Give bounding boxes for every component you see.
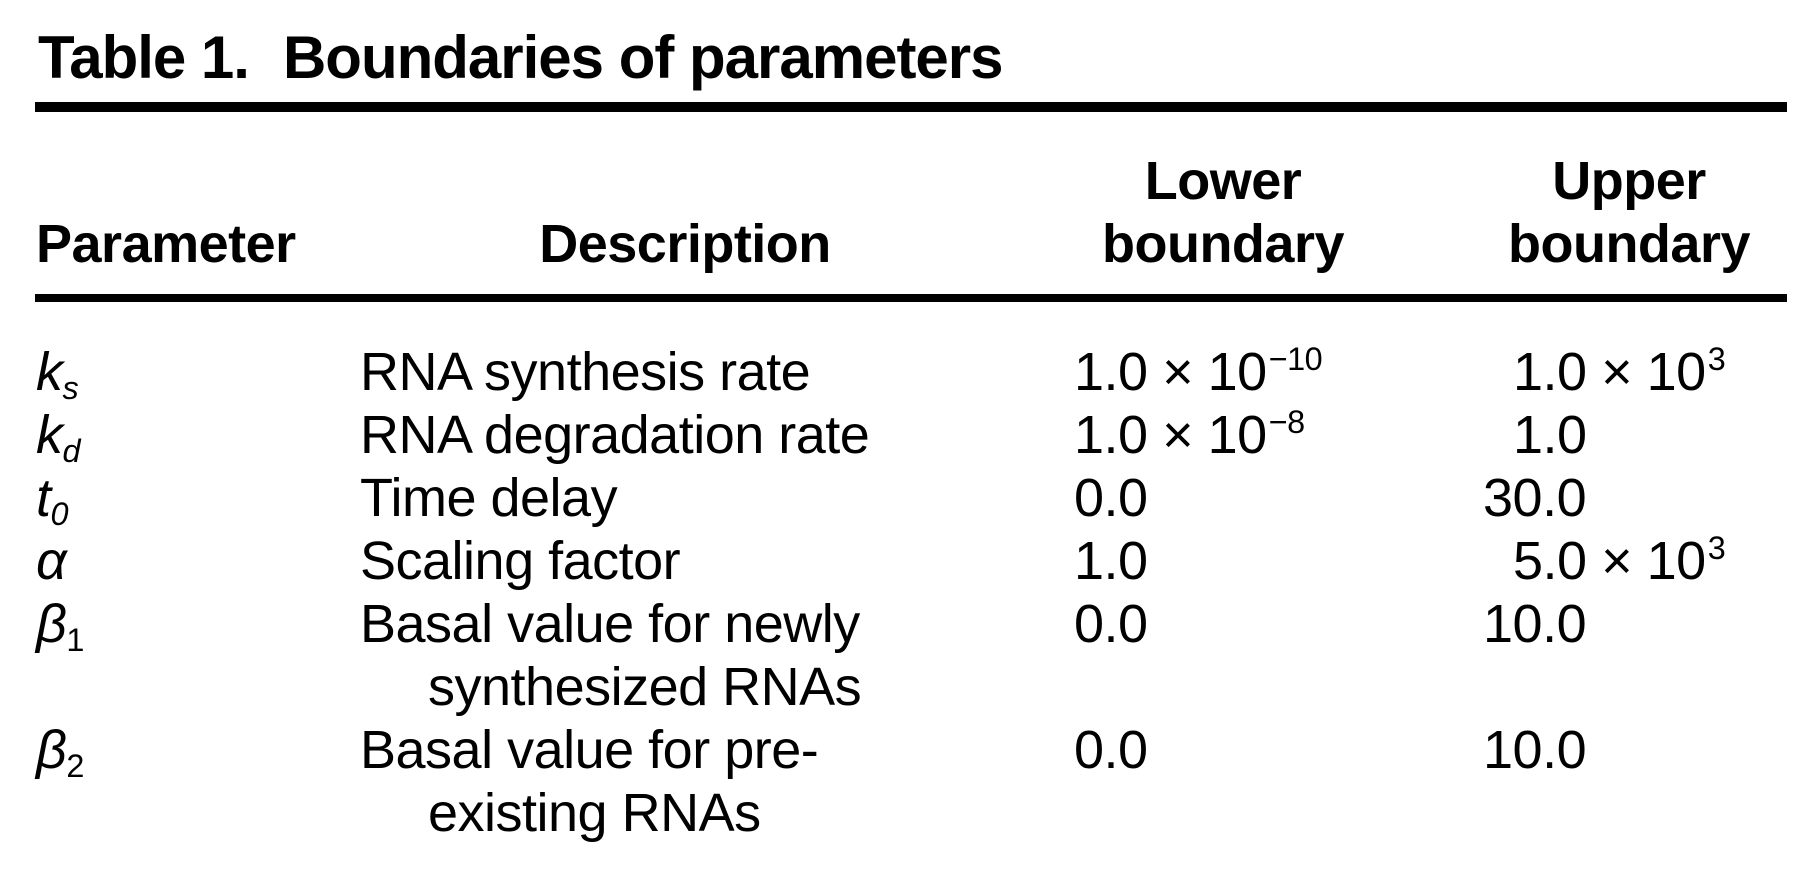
param-cell: kd: [36, 404, 360, 467]
upper-boundary-cell: 1.0 × 103: [1410, 341, 1788, 404]
description-cell: Time delay: [360, 467, 1010, 530]
lower-boundary-cell: 0.0: [1010, 593, 1410, 656]
page-title: Table 1. Boundaries of parameters: [38, 20, 1004, 96]
upper-header-line-1: Upper: [1552, 151, 1706, 211]
upper-value: 5.0 × 103: [1513, 529, 1726, 591]
upper-value: 1.0 × 103: [1513, 340, 1726, 402]
param-cell: β1: [36, 593, 360, 656]
param-symbol: α: [36, 531, 67, 591]
description-line-2: synthesized RNAs: [428, 657, 862, 717]
table-header-row: Parameter Description Lower boundary Upp…: [36, 118, 1788, 276]
param-cell: t0: [36, 467, 360, 530]
table-row: β1 Basal value for newly synthesized RNA…: [36, 593, 1788, 719]
description-cell: RNA degradation rate: [360, 404, 1010, 467]
lower-header-line-2: boundary: [1101, 214, 1345, 274]
column-header-upper-boundary: Upper boundary: [1410, 150, 1788, 276]
table-row: t0 Time delay 0.0 30.0: [36, 467, 1788, 530]
upper-header-line-2: boundary: [1507, 214, 1751, 274]
upper-boundary-cell: 10.0: [1410, 593, 1788, 656]
table-body: ks RNA synthesis rate 1.0 × 10−10 1.0 × …: [36, 341, 1788, 845]
upper-boundary-cell: 30.0: [1410, 467, 1788, 530]
lower-value: 1.0: [1074, 531, 1148, 591]
upper-boundary-cell: 1.0: [1410, 404, 1788, 467]
upper-value: 10.0: [1483, 720, 1587, 780]
upper-value: 10.0: [1483, 594, 1587, 654]
column-header-lower-boundary: Lower boundary: [1010, 150, 1410, 276]
table-row: α Scaling factor 1.0 5.0 × 103: [36, 530, 1788, 593]
lower-boundary-cell: 1.0 × 10−8: [1010, 404, 1410, 467]
upper-value: 1.0: [1513, 405, 1587, 465]
header-rule: [35, 294, 1787, 302]
lower-boundary-cell: 0.0: [1010, 719, 1410, 782]
description-cell: Basal value for pre- existing RNAs: [360, 719, 1010, 845]
param-cell: β2: [36, 719, 360, 782]
description-line-1: RNA synthesis rate: [360, 342, 811, 402]
lower-value: 0.0: [1074, 720, 1148, 780]
upper-value: 30.0: [1483, 468, 1587, 528]
table-caption: Boundaries of parameters: [282, 24, 1004, 91]
lower-boundary-cell: 1.0 × 10−10: [1010, 341, 1410, 404]
description-line-1: Time delay: [360, 468, 618, 528]
lower-boundary-cell: 0.0: [1010, 467, 1410, 530]
lower-boundary-cell: 1.0: [1010, 530, 1410, 593]
description-cell: Scaling factor: [360, 530, 1010, 593]
param-symbol: kd: [36, 405, 81, 470]
column-header-parameter: Parameter: [36, 214, 296, 274]
table-row: β2 Basal value for pre- existing RNAs 0.…: [36, 719, 1788, 845]
upper-boundary-cell: 5.0 × 103: [1410, 530, 1788, 593]
description-line-1: Basal value for pre-: [360, 720, 819, 780]
param-cell: ks: [36, 341, 360, 404]
table-number-label: Table 1.: [38, 24, 250, 91]
param-symbol: β2: [36, 720, 84, 785]
description-line-1: RNA degradation rate: [360, 405, 870, 465]
description-cell: Basal value for newly synthesized RNAs: [360, 593, 1010, 719]
lower-value: 0.0: [1074, 594, 1148, 654]
param-symbol: t0: [36, 468, 69, 533]
column-header-description: Description: [539, 214, 831, 274]
lower-value: 1.0 × 10−10: [1074, 340, 1323, 402]
description-line-1: Basal value for newly: [360, 594, 860, 654]
param-symbol: ks: [36, 342, 79, 407]
top-rule: [35, 102, 1787, 112]
param-symbol: β1: [36, 594, 84, 659]
lower-value: 0.0: [1074, 468, 1148, 528]
description-line-2: existing RNAs: [428, 783, 761, 843]
param-cell: α: [36, 530, 360, 593]
description-line-1: Scaling factor: [360, 531, 681, 591]
table-row: ks RNA synthesis rate 1.0 × 10−10 1.0 × …: [36, 341, 1788, 404]
description-cell: RNA synthesis rate: [360, 341, 1010, 404]
lower-header-line-1: Lower: [1144, 151, 1302, 211]
upper-boundary-cell: 10.0: [1410, 719, 1788, 782]
table-row: kd RNA degradation rate 1.0 × 10−8 1.0: [36, 404, 1788, 467]
lower-value: 1.0 × 10−8: [1074, 403, 1305, 465]
